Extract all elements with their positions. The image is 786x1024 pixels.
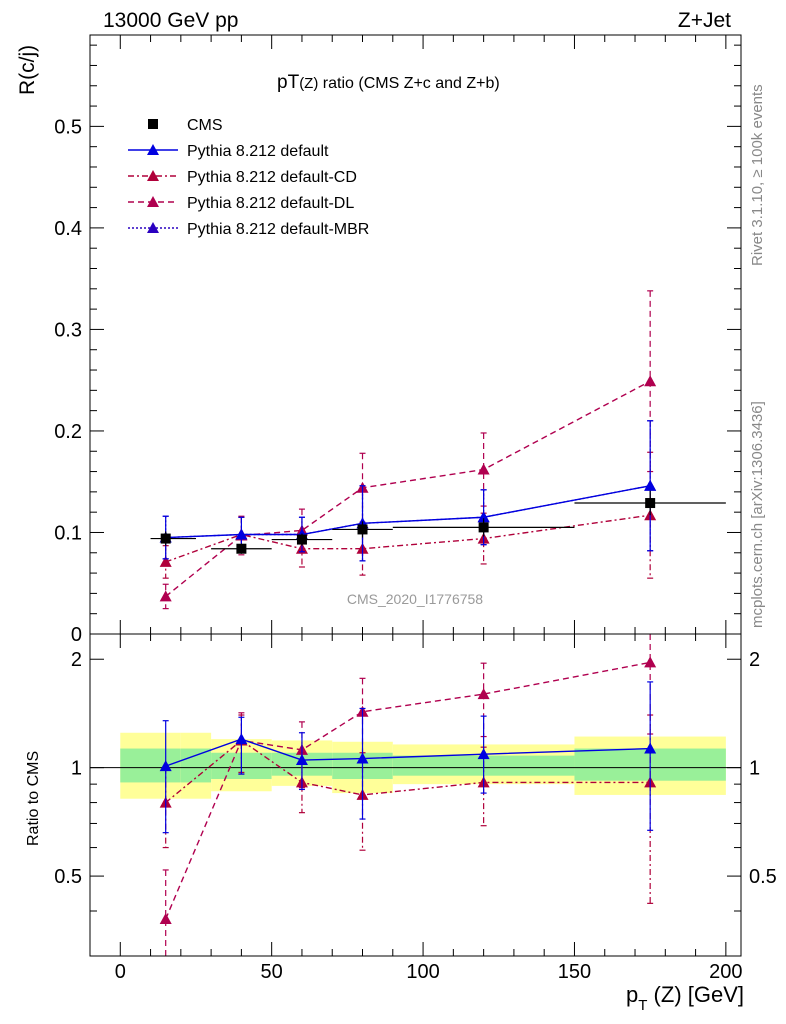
ratio-ytick-label: 0.5 <box>54 866 82 888</box>
ratio-xtick-label: 150 <box>558 961 591 983</box>
data-marker-square <box>236 543 247 554</box>
main-ytick-label: 0.3 <box>54 319 82 341</box>
main-marker-triangle <box>159 590 172 602</box>
xlabel-sub: T <box>638 997 647 1014</box>
legend-label: Pythia 8.212 default <box>187 143 329 160</box>
ratio-marker-triangle <box>477 748 490 760</box>
legend-label: CMS <box>187 117 223 134</box>
main-marker-triangle <box>159 555 172 567</box>
ratio-plot-area <box>90 634 741 956</box>
main-ytick-label: 0.2 <box>54 421 82 443</box>
main-plot-area <box>150 290 726 610</box>
main-marker-triangle <box>644 479 657 491</box>
ratio-series-line <box>165 661 651 920</box>
data-marker-square <box>296 534 307 545</box>
main-series-data <box>150 490 726 554</box>
main-ylabel: R(c/j) <box>16 45 39 95</box>
main-ytick-label: 0.5 <box>54 116 82 138</box>
data-marker-square <box>357 524 368 535</box>
ratio-ylabel: Ratio to CMS <box>25 751 42 846</box>
ratio-xtick-label: 200 <box>709 961 742 983</box>
main-title-main: pT <box>277 72 300 93</box>
ratio-panel: 0.5 0.5 1 1 2 2 0 50 100 150 200 Ratio to CMS pT (… <box>25 633 777 1014</box>
legend-marker-triangle <box>147 144 159 155</box>
ratio-marker-triangle <box>356 752 369 764</box>
main-series-1 <box>159 451 657 579</box>
ratio-xlabel: pT (Z) [GeV] <box>626 982 744 1014</box>
main-title: pT(Z) ratio (CMS Z+c and Z+b) <box>277 72 500 93</box>
main-series-line <box>165 380 651 597</box>
legend-marker-triangle <box>147 170 159 181</box>
ratio-marker-triangle <box>477 688 490 700</box>
data-marker-square <box>160 533 171 544</box>
ratio-frame <box>89 633 742 957</box>
main-ytick-label: 0 <box>71 624 82 646</box>
ratio-ytick-label-right: 2 <box>749 649 760 671</box>
band-green <box>120 748 181 783</box>
legend-marker-square <box>148 119 158 129</box>
ratio-series-2 <box>159 634 657 956</box>
ratio-marker-triangle <box>644 742 657 754</box>
ratio-marker-triangle <box>295 754 308 766</box>
analysis-watermark: CMS_2020_I1776758 <box>347 591 483 607</box>
band-green <box>180 748 212 783</box>
data-marker-square <box>645 498 656 509</box>
ratio-marker-triangle <box>159 760 172 772</box>
main-title-sub: (Z) <box>299 75 318 92</box>
ratio-marker-triangle <box>159 913 172 925</box>
legend-label: Pythia 8.212 default-CD <box>187 169 357 186</box>
xlabel-main: p <box>626 982 638 1007</box>
ratio-xtick-label: 50 <box>261 961 283 983</box>
legend-marker-triangle <box>147 222 159 233</box>
data-marker-square <box>478 522 489 533</box>
main-marker-triangle <box>477 511 490 523</box>
main-ytick-label: 0.4 <box>54 218 82 240</box>
ratio-xtick-label: 100 <box>406 961 439 983</box>
ratio-ytick-label-right: 0.5 <box>749 866 777 888</box>
ratio-marker-triangle <box>644 656 657 668</box>
main-marker-triangle <box>477 463 490 475</box>
main-series-0 <box>159 420 657 562</box>
main-marker-triangle <box>235 528 248 540</box>
main-marker-triangle <box>644 375 657 387</box>
ratio-ytick-label: 1 <box>71 758 82 780</box>
ratio-series-line <box>165 738 651 767</box>
main-ytick-label: 0.1 <box>54 522 82 544</box>
main-axis-ticks: 0 0.1 0.2 0.3 0.4 0.5 <box>54 35 741 646</box>
legend-label: Pythia 8.212 default-MBR <box>187 221 369 238</box>
ratio-ytick-label-right: 1 <box>749 758 760 780</box>
ratio-xtick-label: 0 <box>115 961 126 983</box>
main-series-line <box>165 485 651 539</box>
main-series-3 <box>159 420 657 562</box>
header-right: Z+Jet <box>678 9 731 32</box>
ratio-series-line <box>165 739 651 804</box>
header-left: 13000 GeV pp <box>103 9 238 32</box>
legend: CMS Pythia 8.212 default Pythia 8.212 defa… <box>128 117 369 238</box>
legend-label: Pythia 8.212 default-DL <box>187 195 354 212</box>
main-series-line <box>165 514 651 563</box>
ratio-axis-ticks: 0.5 0.5 1 1 2 2 0 50 100 150 200 <box>54 634 777 983</box>
ratio-ytick-label: 2 <box>71 649 82 671</box>
main-panel: 0 0.1 0.2 0.3 0.4 0.5 R(c/j) pT(Z) ratio (CMS… <box>16 34 742 646</box>
main-series-line <box>165 485 651 539</box>
ratio-marker-triangle <box>235 733 248 745</box>
mcplots-label: mcplots.cern.ch [arXiv:1306.3436] <box>749 401 766 628</box>
xlabel-rest: (Z) [GeV] <box>647 982 744 1007</box>
rivet-label: Rivet 3.1.10, ≥ 100k events <box>749 84 766 266</box>
main-title-rest: ratio (CMS Z+c and Z+b) <box>318 75 499 92</box>
main-series-2 <box>159 290 657 610</box>
ratio-series-0 <box>159 681 657 834</box>
legend-marker-triangle <box>147 196 159 207</box>
